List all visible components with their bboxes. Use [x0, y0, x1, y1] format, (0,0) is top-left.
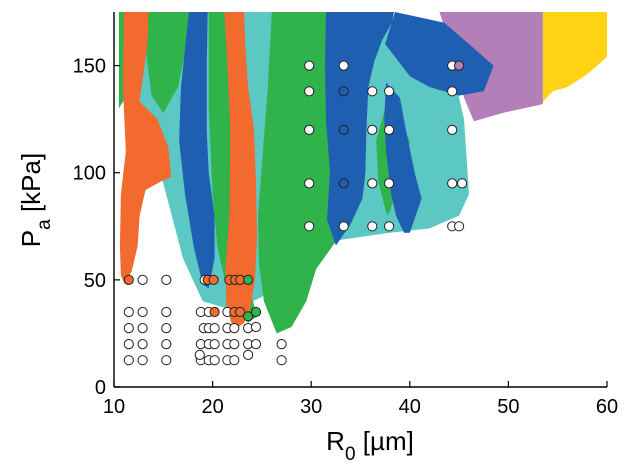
data-point-28 [209, 323, 220, 334]
data-point-9 [137, 274, 148, 285]
x-tick-label-20: 20 [201, 396, 223, 418]
region-blue-11 [384, 82, 422, 233]
data-point-4 [123, 274, 134, 285]
x-axis-label-unit: [µm] [356, 426, 414, 456]
data-point-57 [304, 60, 315, 71]
data-point-66 [367, 86, 378, 97]
x-tick-label-60: 60 [596, 396, 618, 418]
x-tick-label-40: 40 [399, 396, 421, 418]
data-point-70 [384, 86, 395, 97]
x-axis-label-main: R [326, 426, 345, 456]
y-axis-label-sub: a [34, 219, 55, 230]
data-point-6 [137, 339, 148, 350]
data-point-30 [208, 274, 219, 285]
data-point-53 [304, 221, 315, 232]
data-point-58 [338, 221, 349, 232]
data-point-5 [137, 355, 148, 366]
data-point-55 [304, 124, 315, 135]
data-point-50 [250, 306, 262, 318]
data-point-48 [250, 339, 262, 350]
y-tick-label-100: 100 [73, 163, 106, 185]
data-point-37 [229, 339, 240, 350]
data-point-43 [243, 349, 254, 360]
y-tick-label-150: 150 [73, 56, 106, 78]
data-point-60 [338, 124, 349, 135]
data-point-56 [304, 86, 315, 97]
data-point-38 [229, 323, 240, 334]
data-point-11 [161, 339, 172, 350]
region-blue-3 [385, 12, 494, 96]
data-point-54 [304, 178, 315, 189]
data-point-12 [161, 323, 172, 334]
x-axis-label-sub: 0 [345, 444, 356, 460]
x-tick-label-30: 30 [300, 396, 322, 418]
data-point-2 [123, 323, 134, 334]
data-point-61 [338, 86, 349, 97]
data-point-65 [367, 124, 378, 135]
data-point-78 [454, 60, 465, 71]
data-point-68 [384, 178, 395, 189]
data-point-67 [384, 221, 395, 232]
data-point-69 [384, 124, 395, 135]
data-point-63 [367, 221, 378, 232]
y-axis-label: Pa [kPa] [16, 153, 55, 247]
region-orange-14 [119, 97, 172, 285]
data-point-73 [447, 124, 458, 135]
points-layer [123, 60, 468, 366]
data-point-49 [250, 321, 262, 333]
data-point-13 [161, 306, 172, 318]
y-tick-label-0: 0 [95, 377, 106, 399]
data-point-29 [209, 306, 220, 318]
data-point-7 [137, 323, 148, 334]
region-blue-9 [179, 12, 215, 289]
y-tick-label-50: 50 [84, 270, 106, 292]
data-point-64 [367, 178, 378, 189]
data-point-14 [161, 274, 172, 285]
data-point-10 [161, 355, 172, 366]
x-tick-label-50: 50 [497, 396, 519, 418]
x-tick-label-10: 10 [103, 396, 125, 418]
axes-layer: 10 20 30 40 50 60 0 50 100 150 [73, 12, 618, 418]
data-point-1 [123, 339, 134, 350]
data-point-3 [123, 306, 134, 318]
data-point-46 [243, 311, 254, 322]
region-orange-12 [122, 12, 149, 152]
y-axis-label-main: P [16, 230, 46, 247]
data-point-47 [243, 274, 254, 285]
data-point-52 [276, 339, 287, 350]
x-axis-label: R0 [µm] [326, 426, 414, 460]
labels-layer: R0 [µm] Pa [kPa] [16, 153, 414, 465]
data-point-72 [447, 178, 458, 189]
region-green-5 [146, 12, 189, 113]
data-point-51 [276, 355, 287, 366]
data-point-8 [137, 306, 148, 318]
region-orange-13 [224, 12, 257, 327]
data-point-76 [454, 221, 465, 232]
data-point-36 [229, 355, 240, 366]
data-point-26 [209, 355, 220, 366]
y-axis-label-unit: [kPa] [16, 153, 46, 219]
data-point-74 [447, 86, 458, 97]
regions-layer [118, 12, 607, 334]
data-point-41 [235, 306, 246, 318]
data-point-27 [209, 339, 220, 350]
data-point-0 [123, 355, 134, 366]
data-point-77 [457, 178, 468, 189]
data-point-62 [338, 60, 349, 71]
data-point-16 [194, 349, 205, 360]
region-yellow-2 [542, 12, 607, 102]
data-point-59 [338, 178, 349, 189]
